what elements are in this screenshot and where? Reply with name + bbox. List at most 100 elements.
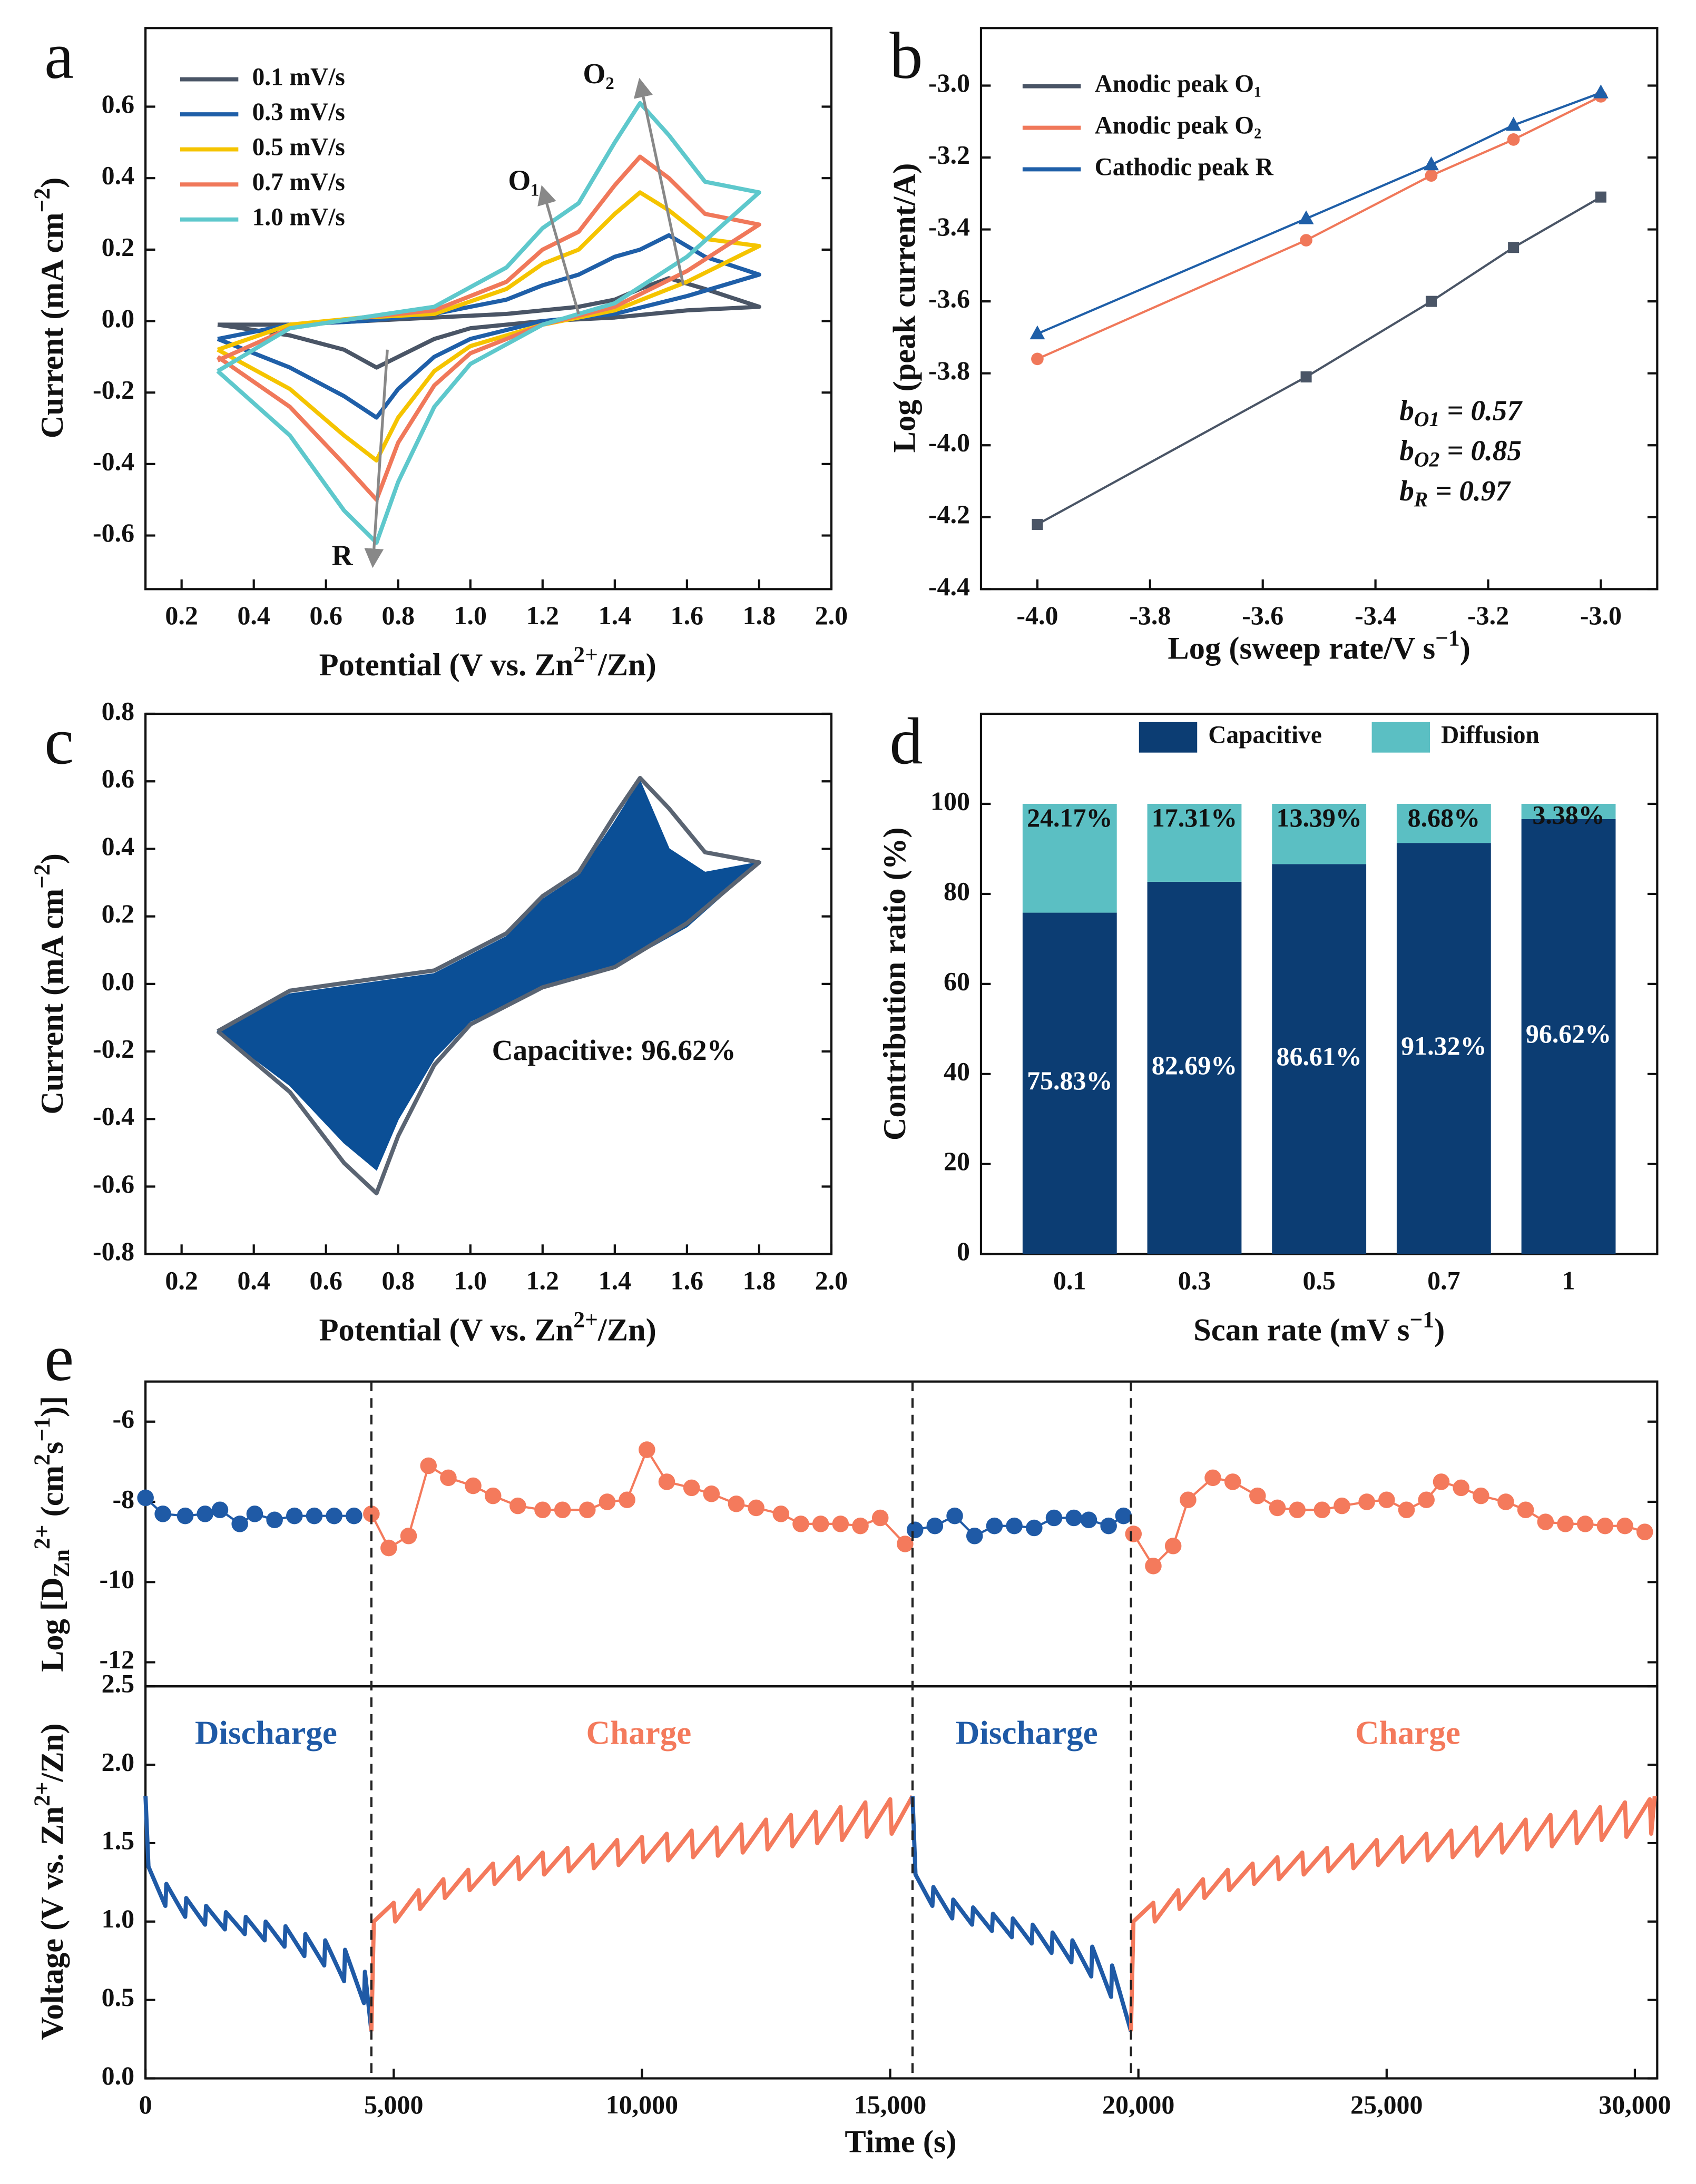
y-tick-label: 0.4 bbox=[102, 161, 134, 190]
marker bbox=[1358, 1493, 1375, 1510]
x-tick-label: 1.8 bbox=[743, 1265, 776, 1295]
y-tick-label: -8 bbox=[112, 1484, 134, 1514]
annotation: O₂ bbox=[583, 57, 614, 90]
label-part: )] bbox=[35, 1396, 70, 1417]
legend-swatch bbox=[1371, 722, 1430, 753]
label-part: = 0.85 bbox=[1439, 434, 1522, 466]
legend-label: 0.3 mV/s bbox=[252, 99, 345, 126]
marker bbox=[1425, 169, 1438, 182]
marker bbox=[1557, 1516, 1574, 1532]
plot-frame bbox=[144, 27, 833, 591]
marker bbox=[286, 1507, 303, 1524]
x-tick-label: 0.6 bbox=[309, 601, 342, 630]
x-tick-label: 1 bbox=[1562, 1265, 1575, 1295]
marker bbox=[1100, 1517, 1117, 1534]
y-tick-label: 2.0 bbox=[102, 1747, 134, 1777]
label-part: 2+ bbox=[30, 1782, 55, 1806]
arrow bbox=[364, 349, 389, 568]
x-axis-label: Log (sweep rate/V s−1) bbox=[1168, 626, 1470, 666]
y-tick-label: -0.4 bbox=[93, 1101, 134, 1131]
value-label: 13.39% bbox=[1276, 803, 1361, 832]
marker bbox=[1045, 1509, 1063, 1527]
y-tick-label: 0.6 bbox=[102, 764, 134, 793]
label-part: /Zn) bbox=[35, 1724, 70, 1783]
x-axis-label: Scan rate (mV s−1) bbox=[1193, 1307, 1445, 1348]
y-tick-label: 0.4 bbox=[102, 831, 134, 861]
y-tick-label: -3.4 bbox=[928, 212, 970, 241]
label-part: R bbox=[1414, 488, 1428, 511]
y-tick-label: -0.8 bbox=[93, 1236, 134, 1266]
label-part: ) bbox=[1460, 631, 1470, 666]
marker bbox=[986, 1517, 1003, 1534]
marker bbox=[1031, 352, 1044, 366]
x-tick-label: 0.7 bbox=[1427, 1265, 1460, 1295]
marker bbox=[177, 1507, 194, 1524]
x-tick-label: 0.1 bbox=[1053, 1265, 1086, 1295]
label-part: Log (sweep rate/V s bbox=[1168, 631, 1435, 666]
label-part: /Zn) bbox=[597, 647, 656, 683]
y-tick-label: -4.2 bbox=[928, 499, 970, 529]
annotation: Charge bbox=[586, 1714, 691, 1751]
marker bbox=[1289, 1501, 1306, 1519]
y-tick-label: 40 bbox=[944, 1056, 970, 1086]
marker bbox=[1425, 296, 1437, 307]
label-part: 2+ bbox=[573, 1307, 598, 1333]
marker bbox=[1125, 1526, 1142, 1542]
label-part: Potential (V vs. Zn bbox=[319, 647, 574, 683]
label-part: s bbox=[35, 1442, 70, 1454]
marker bbox=[1006, 1517, 1023, 1534]
marker bbox=[772, 1506, 790, 1522]
label-part: Potential (V vs. Zn bbox=[319, 1312, 574, 1347]
marker bbox=[1080, 1511, 1097, 1529]
marker bbox=[465, 1477, 482, 1494]
value-label: 75.83% bbox=[1027, 1066, 1112, 1095]
bar-segment bbox=[1147, 881, 1242, 1254]
x-tick-label: 0.5 bbox=[1302, 1265, 1335, 1295]
x-tick-label: 2.0 bbox=[815, 601, 848, 630]
value-label: 82.69% bbox=[1152, 1050, 1237, 1080]
x-axis-label: Potential (V vs. Zn2+/Zn) bbox=[319, 1307, 656, 1348]
marker bbox=[1300, 371, 1312, 383]
marker bbox=[619, 1491, 635, 1509]
x-tick-label: 5,000 bbox=[364, 2090, 423, 2119]
y-tick-label: 2.5 bbox=[102, 1669, 134, 1698]
marker bbox=[1595, 191, 1606, 203]
marker bbox=[1537, 1513, 1554, 1530]
label-part: Log [D bbox=[35, 1577, 70, 1672]
x-tick-label: 0.2 bbox=[165, 601, 198, 630]
x-tick-label: 0.8 bbox=[382, 601, 415, 630]
legend-label: Anodic peak O₁ bbox=[1095, 71, 1262, 98]
value-label: 17.31% bbox=[1152, 803, 1237, 832]
legend-label: Anodic peak O₂ bbox=[1095, 112, 1262, 139]
x-tick-label: 1.8 bbox=[743, 601, 776, 630]
y-tick-label: -0.2 bbox=[93, 1034, 134, 1064]
marker bbox=[1636, 1523, 1653, 1540]
label-part: ) bbox=[1434, 1312, 1445, 1347]
marker bbox=[137, 1489, 154, 1507]
label-part: (cm bbox=[35, 1465, 70, 1524]
label-part: b bbox=[1399, 434, 1414, 466]
y-tick-label: 0.5 bbox=[102, 1982, 134, 2012]
y-tick-label: -12 bbox=[100, 1645, 135, 1674]
y-tick-label: -3.8 bbox=[928, 356, 970, 385]
panel-label: b bbox=[889, 19, 923, 93]
marker bbox=[1473, 1487, 1489, 1504]
annotation: Discharge bbox=[956, 1714, 1098, 1751]
marker bbox=[852, 1517, 869, 1534]
panel-label: a bbox=[44, 19, 74, 93]
x-tick-label: 1.0 bbox=[454, 601, 487, 630]
x-axis-label: Potential (V vs. Zn2+/Zn) bbox=[319, 642, 656, 683]
y-tick-label: -0.6 bbox=[93, 518, 134, 547]
label-part: /Zn) bbox=[597, 1312, 656, 1347]
x-tick-label: 1.4 bbox=[599, 601, 631, 630]
series-line bbox=[143, 1796, 374, 2032]
bar-segment bbox=[1521, 803, 1616, 819]
y-tick-label: -0.6 bbox=[93, 1169, 134, 1198]
y-tick-label: -4.4 bbox=[928, 572, 970, 601]
marker bbox=[1180, 1491, 1197, 1509]
marker bbox=[639, 1441, 655, 1458]
label-part: = 0.57 bbox=[1439, 394, 1523, 426]
marker bbox=[1224, 1473, 1241, 1490]
y-tick-label: 80 bbox=[944, 876, 970, 906]
y-tick-label: 0 bbox=[957, 1236, 970, 1266]
